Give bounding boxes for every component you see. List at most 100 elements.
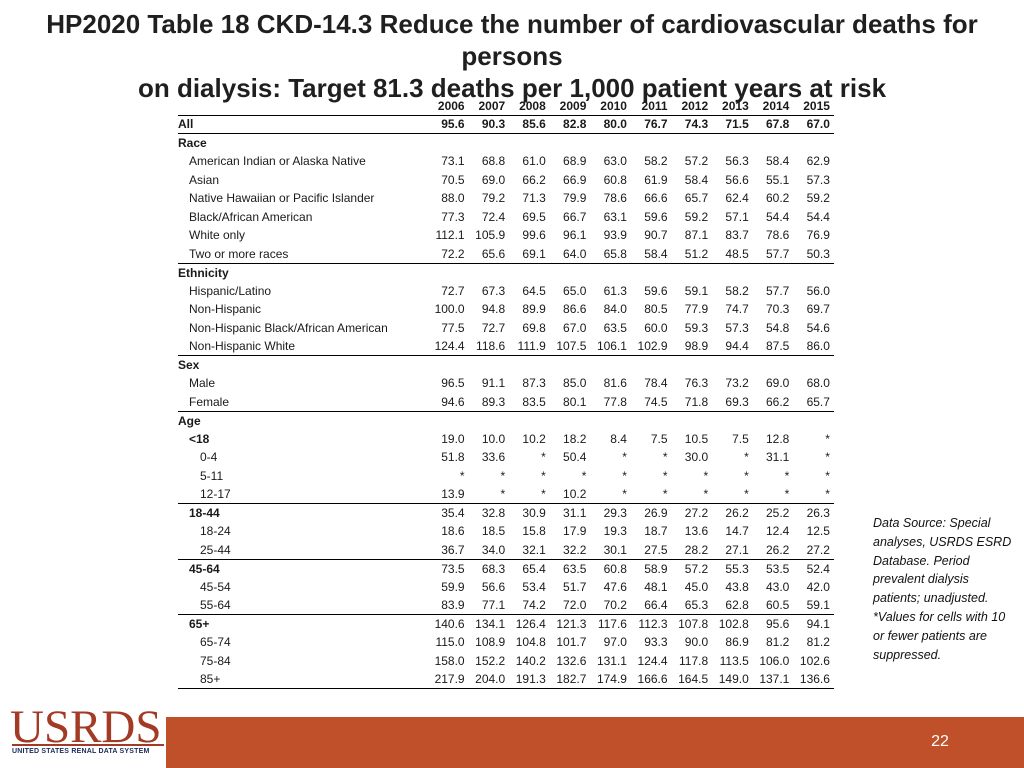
value-cell: 19.3 <box>603 524 627 539</box>
value-cell: 68.0 <box>806 376 830 391</box>
value-cell: 107.5 <box>549 337 591 356</box>
value-cell: 93.3 <box>644 635 668 650</box>
header-label-cell <box>178 95 428 115</box>
table-row: 45-64 73.5 68.3 65.4 63.5 60.8 58.9 57.2 55.3 53.… <box>178 559 834 578</box>
value-cell: 136.6 <box>793 670 834 689</box>
value-cell: 59.2 <box>806 191 830 206</box>
value-cell: 62.4 <box>725 191 749 206</box>
value-cell: 112.3 <box>638 617 668 631</box>
value-cell: * <box>825 468 830 483</box>
table-row: Non-Hispanic Black/African American 77.5 7… <box>178 319 834 338</box>
value-cell: 72.4 <box>481 209 506 224</box>
value-cell: 77.5 <box>441 320 465 335</box>
value-cell: 82.8 <box>549 115 591 134</box>
value-cell <box>672 134 713 153</box>
year-header: 2012 <box>681 98 709 113</box>
value-cell: 57.3 <box>725 320 749 335</box>
table-row: 55-64 83.9 77.1 74.2 72.0 70.2 66.4 65.3 62.8 60.… <box>178 596 834 615</box>
value-cell: 58.2 <box>725 283 749 298</box>
value-cell: 60.8 <box>603 561 627 576</box>
value-cell: 70.3 <box>765 302 790 317</box>
value-cell: 62.9 <box>806 154 830 169</box>
value-cell <box>469 134 510 153</box>
value-cell: 54.4 <box>806 209 830 224</box>
value-cell: 85.6 <box>509 115 550 134</box>
value-cell: 27.2 <box>684 506 709 520</box>
title-line-2: on dialysis: Target 81.3 deaths per 1,00… <box>137 73 887 103</box>
value-cell: 174.9 <box>590 670 631 689</box>
value-cell <box>550 134 591 153</box>
value-cell: * <box>541 450 546 465</box>
table-row: 65+ 140.6 134.1 126.4 121.3 117.6 112.3 107.8 10… <box>178 615 834 634</box>
logo-text: USRDS <box>10 701 162 753</box>
year-header: 2015 <box>803 98 830 113</box>
value-cell: * <box>581 468 587 483</box>
row-label: Non-Hispanic Black/African American <box>189 320 388 335</box>
value-cell: 63.0 <box>603 154 627 169</box>
table-row: 75-84 158.0 152.2 140.2 132.6 131.1 124.4 117.8… <box>178 652 834 671</box>
value-cell: 8.4 <box>610 431 627 446</box>
value-cell: 13.6 <box>684 524 709 539</box>
value-cell: 80.0 <box>590 115 631 134</box>
row-label: 5-11 <box>200 468 224 483</box>
value-cell: 95.6 <box>428 115 469 134</box>
value-cell: 62.8 <box>712 596 753 615</box>
table-row: 5-11 * * * * * * * * * * <box>178 467 834 486</box>
value-cell: 65.7 <box>684 191 709 206</box>
value-cell: 47.6 <box>603 579 627 594</box>
value-cell: 107.8 <box>678 617 709 631</box>
value-cell: 90.0 <box>684 635 709 650</box>
row-label: 85+ <box>178 670 428 689</box>
value-cell: 117.8 <box>679 653 709 668</box>
value-cell: 140.6 <box>434 617 465 631</box>
value-cell: 67.0 <box>563 320 587 335</box>
value-cell <box>550 411 591 430</box>
value-cell: 18.2 <box>563 431 587 446</box>
value-cell <box>712 411 753 430</box>
value-cell: 43.0 <box>765 579 790 594</box>
value-cell <box>428 263 469 282</box>
value-cell: 166.6 <box>630 670 672 689</box>
value-cell: 131.1 <box>596 653 627 668</box>
value-cell: 65.3 <box>671 596 713 615</box>
value-cell: 54.8 <box>765 320 790 335</box>
table-row: Male 96.5 91.1 87.3 85.0 81.6 78.4 76.3 73.2 69.0… <box>178 374 834 393</box>
value-cell: 54.6 <box>806 320 830 335</box>
row-label: Age <box>178 413 201 428</box>
value-cell <box>753 356 794 375</box>
value-cell: 61.9 <box>644 172 668 187</box>
table-row: 65-74 115.0 108.9 104.8 101.7 97.0 93.3 90.0 86.… <box>178 633 834 652</box>
value-cell: 118.6 <box>468 337 510 356</box>
value-cell: 191.3 <box>509 670 550 689</box>
value-cell <box>631 134 672 153</box>
logo-tagline: UNITED STATES RENAL DATA SYSTEM <box>12 748 150 755</box>
value-cell <box>469 263 510 282</box>
value-cell: 12.4 <box>765 524 790 539</box>
value-cell: 57.1 <box>725 209 749 224</box>
row-label: 65+ <box>189 617 210 631</box>
value-cell: 158.0 <box>434 653 465 668</box>
value-cell <box>590 411 631 430</box>
value-cell: 69.8 <box>522 320 546 335</box>
value-cell <box>753 411 794 430</box>
value-cell: 68.3 <box>481 561 506 576</box>
value-cell <box>590 356 631 375</box>
year-header: 2008 <box>519 98 546 113</box>
value-cell: * <box>825 450 830 465</box>
value-cell: 68.8 <box>481 154 506 169</box>
value-cell: 58.4 <box>630 244 672 264</box>
value-cell: 102.8 <box>718 617 749 631</box>
value-cell: 63.1 <box>603 209 627 224</box>
value-cell: 66.2 <box>522 172 546 187</box>
value-cell: 97.0 <box>603 635 627 650</box>
row-label: 25-44 <box>178 540 428 560</box>
value-cell: 26.9 <box>644 506 668 520</box>
value-cell: 96.1 <box>563 228 587 243</box>
value-cell: 96.5 <box>441 376 465 391</box>
value-cell: 94.8 <box>481 302 506 317</box>
value-cell: 60.2 <box>765 191 790 206</box>
row-label: 75-84 <box>200 653 231 668</box>
value-cell: 65.8 <box>590 244 631 264</box>
row-label: Sex <box>178 358 200 372</box>
value-cell: 19.0 <box>441 431 465 446</box>
